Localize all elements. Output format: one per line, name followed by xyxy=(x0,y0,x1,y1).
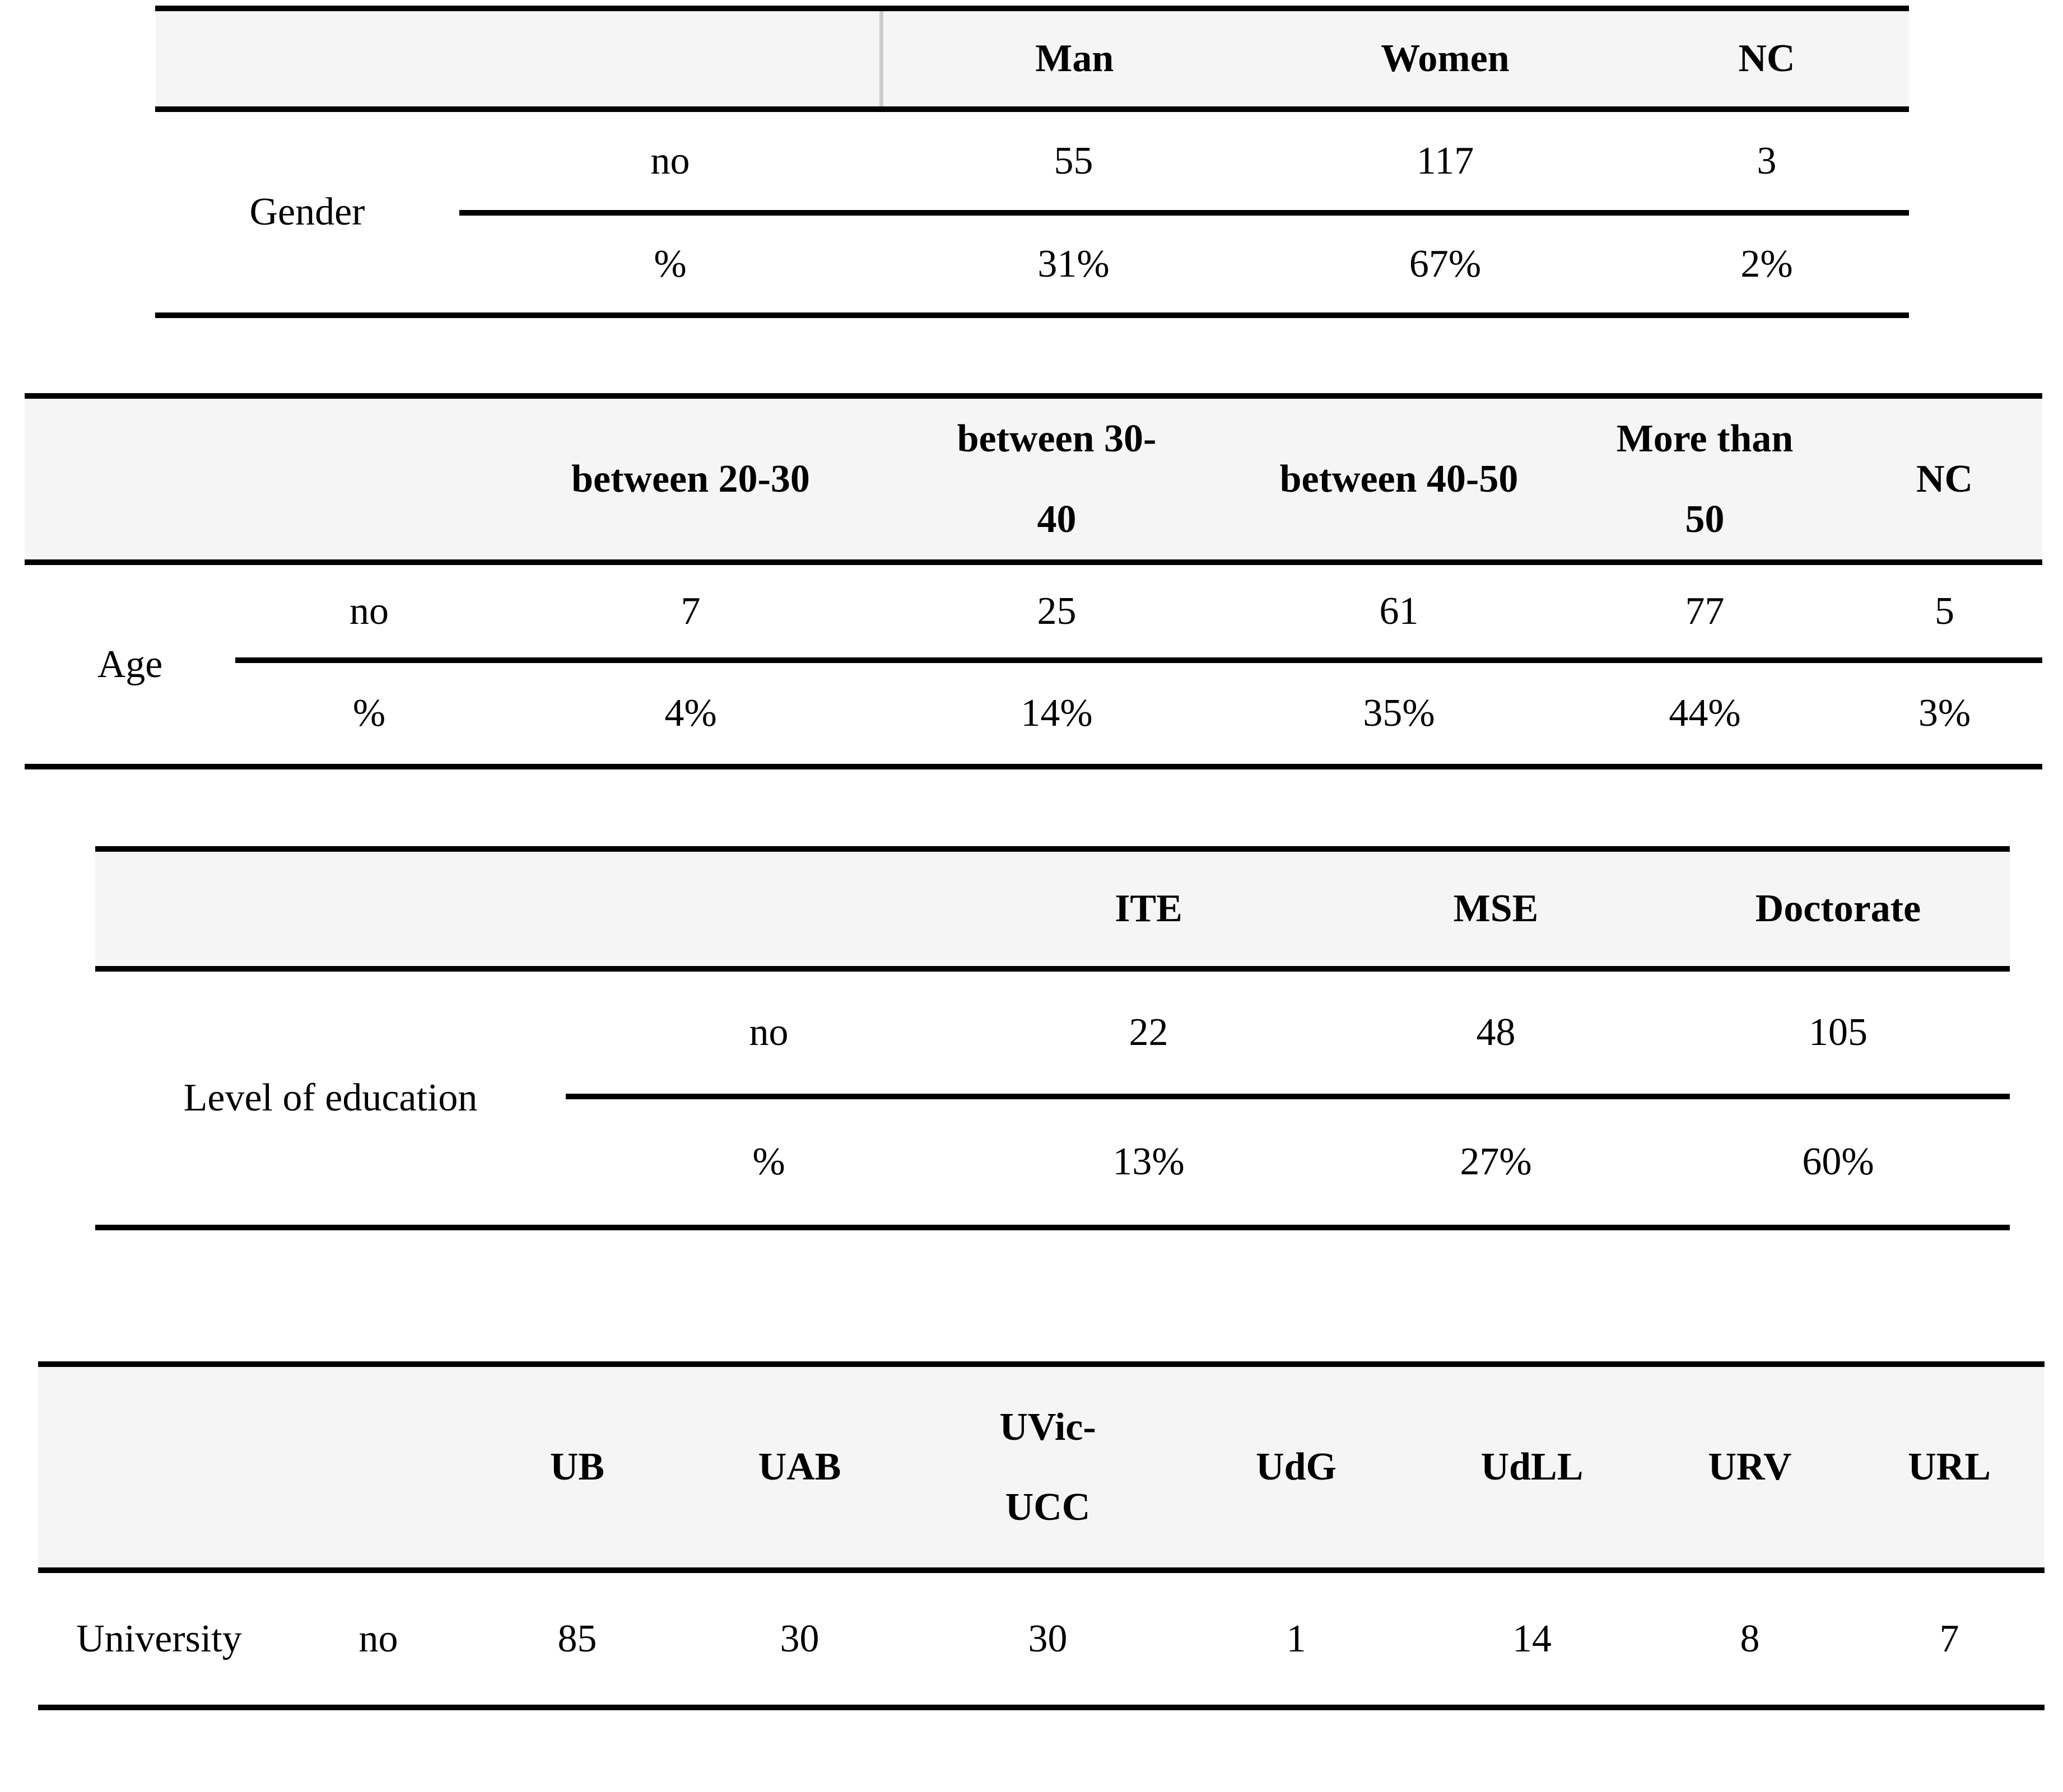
data-cell: 31% xyxy=(881,213,1266,318)
column-header: Doctorate xyxy=(1666,846,2010,972)
data-cell: 5 xyxy=(1847,562,2042,663)
column-header: UVic- UCC xyxy=(921,1361,1174,1573)
data-cell: 48 xyxy=(1325,969,1666,1099)
data-cell: 61 xyxy=(1235,562,1563,663)
table-row: University no 85 30 30 1 14 8 7 xyxy=(38,1570,2045,1710)
data-cell: 14% xyxy=(878,660,1235,769)
data-cell: 3 xyxy=(1624,109,1909,216)
data-cell: 4% xyxy=(503,660,878,769)
table-row: Gender no 55 117 3 xyxy=(155,109,1909,318)
table-row: % 4% 14% 35% 44% 3% xyxy=(25,660,2042,769)
column-header: Man xyxy=(881,6,1266,112)
column-header: UdLL xyxy=(1418,1361,1646,1573)
header-blank-cell xyxy=(95,846,972,972)
data-cell: 85 xyxy=(477,1570,678,1710)
table-row: Level of education no 22 48 105 xyxy=(95,969,2010,1230)
data-cell: 30 xyxy=(921,1570,1174,1710)
university-header-row: UB UAB UVic- UCC UdG UdLL URV URL xyxy=(38,1361,2045,1573)
data-cell: 25 xyxy=(878,562,1235,663)
data-cell: 77 xyxy=(1563,562,1847,663)
data-cell: 55 xyxy=(881,109,1266,216)
data-cell: 7 xyxy=(1854,1570,2045,1710)
row-label: % xyxy=(459,213,881,318)
data-cell: 30 xyxy=(678,1570,921,1710)
gender-header-row: Man Women NC xyxy=(155,6,1909,112)
data-cell: 67% xyxy=(1266,213,1624,318)
table-row: % 13% 27% 60% xyxy=(95,1096,2010,1230)
column-header: UAB xyxy=(678,1361,921,1573)
table-row: % 31% 67% 2% xyxy=(155,213,1909,318)
data-cell: 13% xyxy=(972,1096,1325,1230)
data-cell: 44% xyxy=(1563,660,1847,769)
column-header: between 40-50 xyxy=(1235,393,1563,565)
column-header: NC xyxy=(1847,393,2042,565)
data-cell: 1 xyxy=(1174,1570,1418,1710)
data-cell: 3% xyxy=(1847,660,2042,769)
education-header-row: ITE MSE Doctorate xyxy=(95,846,2010,972)
row-label: % xyxy=(235,660,503,769)
column-header: UB xyxy=(477,1361,678,1573)
column-header: ITE xyxy=(972,846,1325,972)
header-blank-cell xyxy=(155,6,883,112)
age-header-row: between 20-30 between 30- 40 between 40-… xyxy=(25,393,2042,565)
age-table: between 20-30 between 30- 40 between 40-… xyxy=(25,393,2042,769)
header-blank-cell xyxy=(38,1361,477,1573)
row-label: no xyxy=(459,109,881,216)
education-table: ITE MSE Doctorate Level of education no … xyxy=(95,846,2010,1230)
column-header: NC xyxy=(1624,6,1909,112)
data-cell: 105 xyxy=(1666,969,2010,1099)
column-header: URL xyxy=(1854,1361,2045,1573)
column-header: MSE xyxy=(1325,846,1666,972)
category-label: Level of education xyxy=(95,969,566,1230)
row-label: no xyxy=(280,1570,477,1710)
row-label: no xyxy=(566,969,972,1099)
column-header: between 30- 40 xyxy=(878,393,1235,565)
data-cell: 8 xyxy=(1646,1570,1854,1710)
category-label: Age xyxy=(25,562,235,769)
data-cell: 35% xyxy=(1235,660,1563,769)
row-label: % xyxy=(566,1096,972,1230)
header-blank-cell xyxy=(25,393,503,565)
data-cell: 7 xyxy=(503,562,878,663)
column-header: between 20-30 xyxy=(503,393,878,565)
data-cell: 22 xyxy=(972,969,1325,1099)
table-row: Age no 7 25 61 77 5 xyxy=(25,562,2042,769)
data-cell: 117 xyxy=(1266,109,1624,216)
data-cell: 14 xyxy=(1418,1570,1646,1710)
category-label: Gender xyxy=(155,109,459,318)
data-cell: 60% xyxy=(1666,1096,2010,1230)
column-header: UdG xyxy=(1174,1361,1418,1573)
page: Man Women NC Gender no 55 117 3 % 31% 67… xyxy=(0,6,2063,1710)
column-header: More than 50 xyxy=(1563,393,1847,565)
column-header: URV xyxy=(1646,1361,1854,1573)
data-cell: 27% xyxy=(1325,1096,1666,1230)
data-cell: 2% xyxy=(1624,213,1909,318)
university-table: UB UAB UVic- UCC UdG UdLL URV URL Univer… xyxy=(38,1361,2045,1710)
row-label: no xyxy=(235,562,503,663)
category-label: University xyxy=(38,1570,280,1710)
gender-table: Man Women NC Gender no 55 117 3 % 31% 67… xyxy=(155,6,1909,318)
column-header: Women xyxy=(1266,6,1624,112)
